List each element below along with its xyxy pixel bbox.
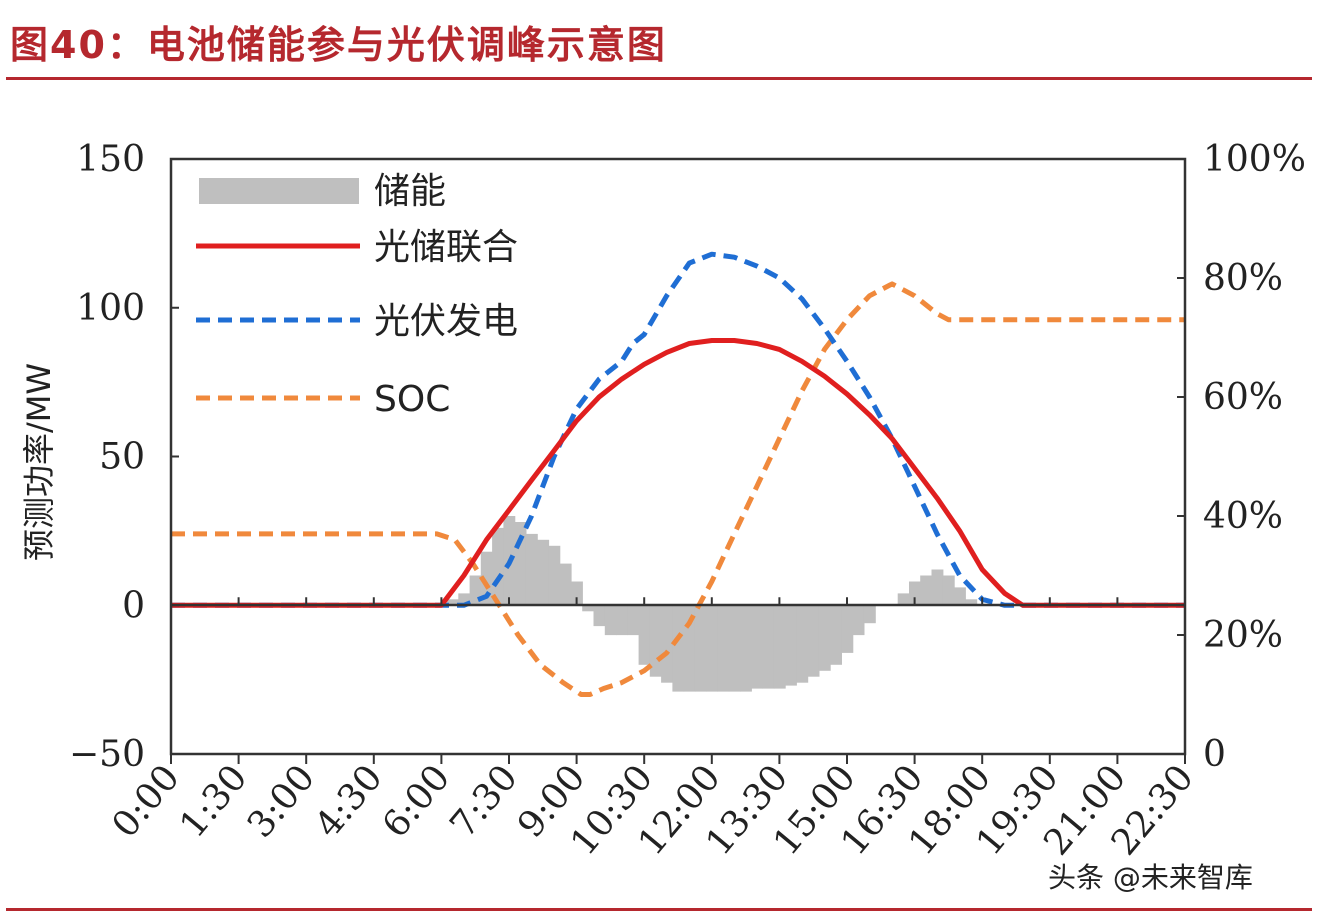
y-tick-label: 50: [99, 437, 145, 478]
storage-bar: [897, 593, 910, 606]
y2-tick-label: 40%: [1203, 496, 1283, 537]
storage-bar: [649, 605, 662, 677]
storage-bar: [492, 527, 504, 606]
storage-bar: [582, 605, 595, 612]
x-tick-label: 7:30: [443, 757, 526, 845]
y2-tick-label: 100%: [1203, 139, 1306, 180]
y2-tick-label: 60%: [1203, 377, 1283, 418]
storage-bar: [773, 605, 786, 689]
y2-tick-label: 80%: [1203, 258, 1283, 299]
storage-bar: [593, 605, 606, 627]
storage-bar: [717, 605, 730, 692]
storage-bar: [830, 605, 842, 665]
storage-bar: [728, 605, 741, 692]
storage-bar: [627, 605, 640, 636]
y-axis-ticks: 150 100 50 0 −50: [69, 139, 179, 775]
y2-tick-label: 20%: [1203, 615, 1283, 656]
storage-bar: [447, 599, 459, 606]
storage-bar: [616, 605, 628, 636]
storage-bar: [942, 575, 955, 606]
legend-swatch-storage: [199, 178, 359, 204]
storage-bar: [480, 551, 493, 606]
storage-bar: [525, 533, 538, 606]
storage-bar: [818, 605, 831, 671]
storage-bar: [706, 605, 719, 692]
storage-bar: [920, 575, 933, 606]
x-tick-label: 6:00: [375, 757, 458, 845]
legend-label: SOC: [374, 379, 450, 420]
watermark: 头条 @未来智库: [1048, 861, 1253, 894]
storage-bar: [863, 605, 876, 624]
storage-bar: [548, 545, 561, 606]
storage-bar: [762, 605, 775, 689]
storage-bar: [740, 605, 752, 692]
storage-bar: [514, 522, 527, 606]
storage-bar: [469, 575, 482, 606]
storage-bar: [751, 605, 764, 689]
title-rule: [6, 77, 1312, 80]
storage-bar: [458, 593, 471, 606]
y-tick-label: 150: [76, 139, 145, 180]
storage-bar: [807, 605, 820, 677]
storage-bar: [559, 563, 572, 606]
combined-line: [171, 338, 1185, 608]
x-tick-label: 1:30: [172, 757, 255, 845]
y-axis-label: 预测功率/MW: [20, 363, 58, 561]
storage-bar: [841, 605, 854, 653]
storage-bar: [931, 569, 944, 606]
storage-bar: [571, 581, 583, 606]
storage-bar: [683, 605, 696, 692]
figure-title: 图40：电池储能参与光伏调峰示意图: [10, 23, 667, 67]
legend-label: 光储联合: [374, 227, 518, 268]
storage-bar: [785, 605, 797, 686]
storage-bar: [672, 605, 685, 692]
pv-generation-line: [171, 251, 1185, 608]
legend-label: 光伏发电: [374, 301, 518, 342]
footer-rule: [6, 908, 1312, 911]
storage-bar: [604, 605, 617, 636]
storage-bar: [537, 539, 550, 606]
storage-bar: [694, 605, 707, 692]
storage-bar: [852, 605, 865, 636]
x-tick-label: 3:00: [240, 757, 323, 845]
storage-bar: [661, 605, 673, 683]
y2-tick-label: 0: [1203, 734, 1226, 775]
y-tick-label: 100: [76, 288, 145, 329]
y-tick-label: 0: [122, 585, 145, 626]
y-tick-label: −50: [69, 734, 145, 775]
storage-bar: [638, 605, 651, 665]
y2-axis-ticks: 100% 80% 60% 40% 20% 0: [1177, 139, 1306, 775]
x-tick-label: 4:30: [307, 757, 390, 845]
storage-bar: [954, 587, 966, 606]
storage-bar: [796, 605, 809, 683]
legend-label: 储能: [374, 171, 446, 212]
soc-line: [171, 281, 1185, 697]
storage-bar: [909, 581, 921, 606]
storage-bar: [965, 599, 978, 606]
